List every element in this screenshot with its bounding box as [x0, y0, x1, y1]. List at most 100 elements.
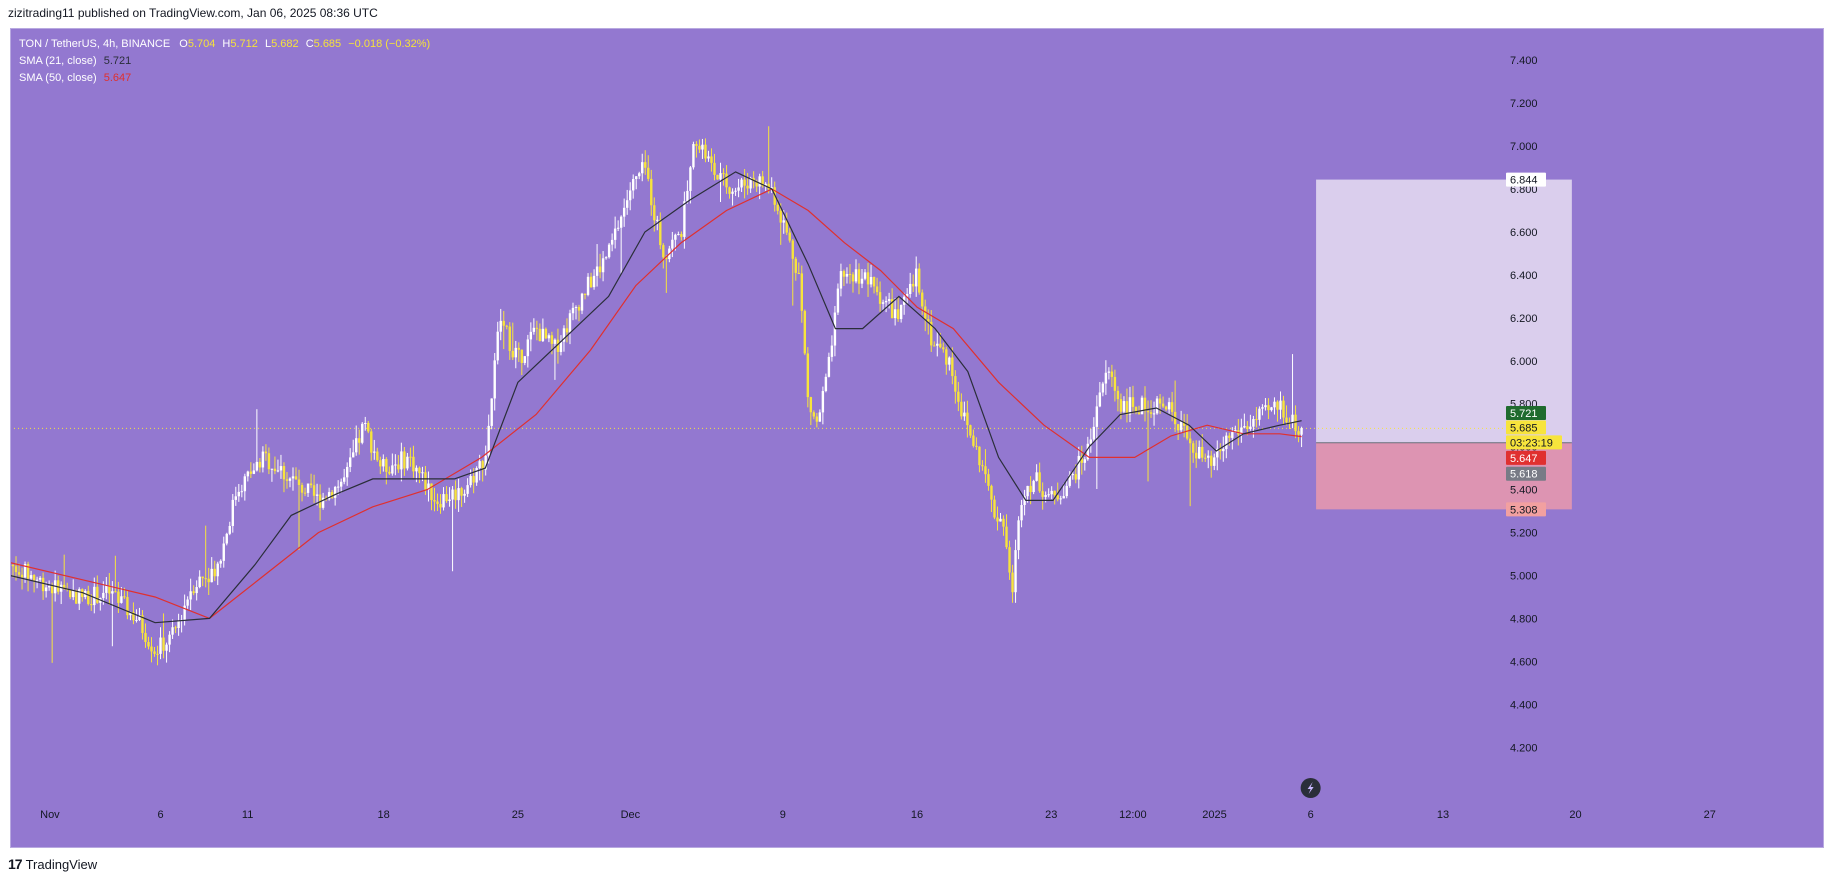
- candle-body: [918, 268, 921, 293]
- candle-body: [752, 177, 755, 182]
- candle-body: [1273, 401, 1276, 408]
- tradingview-logo-icon[interactable]: 17: [8, 856, 23, 872]
- sma21-row[interactable]: SMA (21, close) 5.721: [19, 53, 430, 70]
- candle-body: [800, 273, 804, 311]
- candle-body: [1240, 427, 1243, 435]
- candle-body: [827, 356, 831, 377]
- sma21-line: [10, 171, 1302, 624]
- price-chart[interactable]: 7.400 7.200 7.000 6.800 6.600 6.400 6.200 6.000…: [10, 28, 1824, 848]
- candle-body: [806, 353, 810, 398]
- candle-body: [252, 470, 256, 474]
- candle-body: [550, 335, 554, 344]
- candle-body: [779, 210, 782, 223]
- candle-body: [35, 579, 39, 581]
- candle-body: [887, 299, 891, 301]
- candle-body: [613, 228, 617, 240]
- candle-body: [379, 460, 382, 467]
- open-label: O: [179, 38, 188, 50]
- candle-body: [975, 445, 978, 447]
- candle-body: [812, 412, 816, 417]
- candle-body: [713, 162, 716, 175]
- candle-body: [884, 300, 888, 303]
- candle-body: [972, 435, 975, 446]
- symbol-label[interactable]: TON / TetherUS, 4h, BINANCE: [19, 38, 171, 50]
- candle-body: [553, 339, 557, 344]
- candle-body: [174, 627, 177, 629]
- candle-body: [725, 173, 728, 188]
- x-tick-label: 13: [1437, 809, 1449, 821]
- x-tick-label: 11: [242, 809, 253, 821]
- candle-body: [701, 144, 704, 150]
- candle-body: [791, 240, 794, 259]
- candle-body: [1261, 407, 1264, 409]
- candle-body: [586, 276, 590, 295]
- candle-body: [1062, 496, 1065, 499]
- candle-body: [59, 584, 63, 592]
- candle-body: [1068, 474, 1071, 486]
- candle-body: [942, 347, 945, 350]
- candle-body: [526, 339, 530, 357]
- candle-body: [1267, 405, 1270, 411]
- candle-body: [836, 288, 840, 313]
- candle-body: [129, 611, 132, 616]
- candle-body: [406, 456, 409, 469]
- candle-body: [731, 191, 734, 194]
- candle-body: [201, 576, 204, 579]
- candle-body: [171, 627, 174, 635]
- candle-body: [32, 575, 36, 581]
- candle-body: [981, 465, 984, 467]
- candle-body: [261, 451, 265, 468]
- candle-body: [761, 176, 764, 187]
- candle-body: [102, 592, 105, 598]
- candle-body: [44, 587, 48, 592]
- candle-body: [508, 326, 511, 351]
- candle-body: [592, 275, 596, 288]
- chart-area[interactable]: 7.400 7.200 7.000 6.800 6.600 6.400 6.200 6.000…: [10, 28, 1824, 848]
- candle-body: [803, 310, 807, 354]
- candle-body: [50, 586, 54, 594]
- candle-body: [20, 574, 24, 578]
- candle-body: [345, 466, 349, 478]
- candle-body: [1258, 408, 1261, 420]
- candle-body: [604, 257, 608, 259]
- candle-body: [367, 422, 370, 432]
- candle-body: [496, 331, 499, 361]
- candle-body: [1020, 505, 1023, 521]
- candle-body: [1119, 399, 1123, 412]
- candle-body: [1188, 438, 1192, 444]
- candle-body: [1017, 520, 1020, 551]
- candle-body: [117, 591, 120, 603]
- y-tick-label: 6.200: [1510, 313, 1538, 325]
- candle-body: [987, 474, 990, 486]
- candle-body: [135, 619, 138, 621]
- candle-body: [656, 219, 659, 221]
- candle-body: [114, 591, 117, 593]
- candle-body: [641, 162, 644, 174]
- candle-body: [1032, 480, 1035, 493]
- candle-body: [719, 173, 722, 180]
- brand-label[interactable]: TradingView: [25, 856, 98, 872]
- candle-body: [625, 200, 629, 208]
- sma50-row[interactable]: SMA (50, close) 5.647: [19, 70, 430, 87]
- candle-body: [598, 266, 602, 273]
- candle-body: [788, 232, 791, 241]
- candle-body: [1204, 457, 1207, 459]
- candle-body: [1095, 406, 1099, 427]
- candle-body: [1201, 446, 1204, 458]
- candle-body: [222, 543, 225, 561]
- candle-body: [963, 412, 966, 417]
- candle-body: [908, 283, 912, 294]
- candle-body: [210, 568, 213, 583]
- candle-body: [863, 272, 867, 279]
- candle-body: [26, 563, 30, 579]
- candle-body: [270, 468, 274, 470]
- candle-body: [1029, 485, 1032, 493]
- candle-body: [330, 492, 334, 498]
- candle-body: [505, 325, 508, 327]
- y-tick-label: 5.200: [1510, 528, 1538, 540]
- candle-body: [189, 591, 192, 600]
- candle-body: [978, 446, 981, 466]
- candle-body: [601, 258, 605, 273]
- candle-body: [758, 176, 761, 187]
- candle-body: [610, 239, 614, 245]
